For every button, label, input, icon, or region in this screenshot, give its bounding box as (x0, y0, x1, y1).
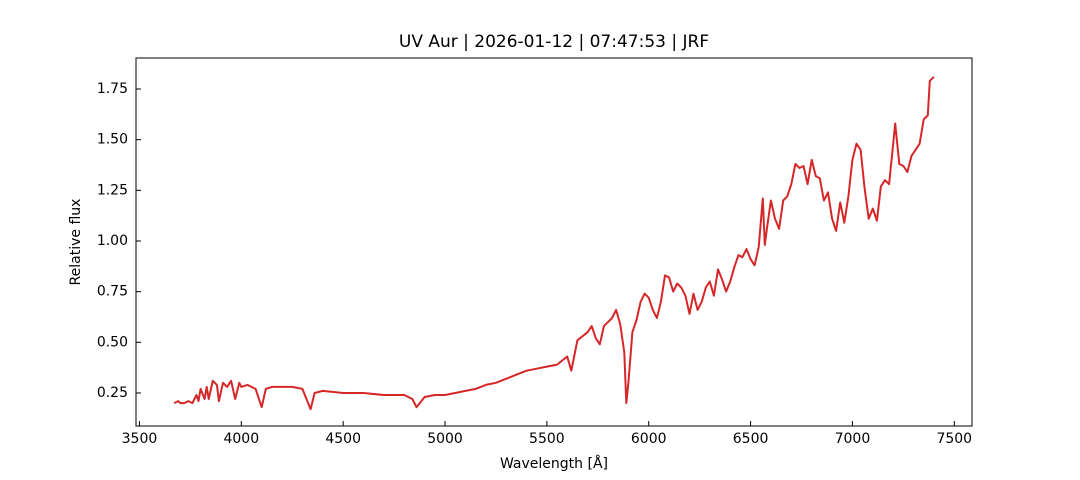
x-tick-label: 7500 (936, 431, 972, 447)
x-tick-label: 4000 (223, 431, 259, 447)
x-tick-label: 6500 (733, 431, 769, 447)
x-tick-label: 5000 (427, 431, 463, 447)
x-tick-label: 4500 (325, 431, 361, 447)
y-tick-label: 1.00 (97, 233, 128, 249)
y-axis-label: Relative flux (68, 199, 84, 286)
spectrum-line (173, 76, 935, 411)
x-tick-label: 3500 (122, 431, 158, 447)
y-tick-label: 1.25 (97, 182, 128, 198)
chart-title: UV Aur | 2026-01-12 | 07:47:53 | JRF (399, 32, 709, 52)
x-tick-label: 7000 (835, 431, 871, 447)
plot-frame (135, 57, 973, 427)
y-tick-label: 0.50 (97, 334, 128, 350)
y-tick-label: 1.75 (97, 81, 128, 97)
y-tick-label: 1.50 (97, 132, 128, 148)
x-axis-label: Wavelength [Å] (500, 455, 608, 472)
x-tick-label: 5500 (529, 431, 565, 447)
y-tick-label: 0.75 (97, 284, 128, 300)
y-tick-label: 0.25 (97, 385, 128, 401)
x-tick-label: 6000 (631, 431, 667, 447)
